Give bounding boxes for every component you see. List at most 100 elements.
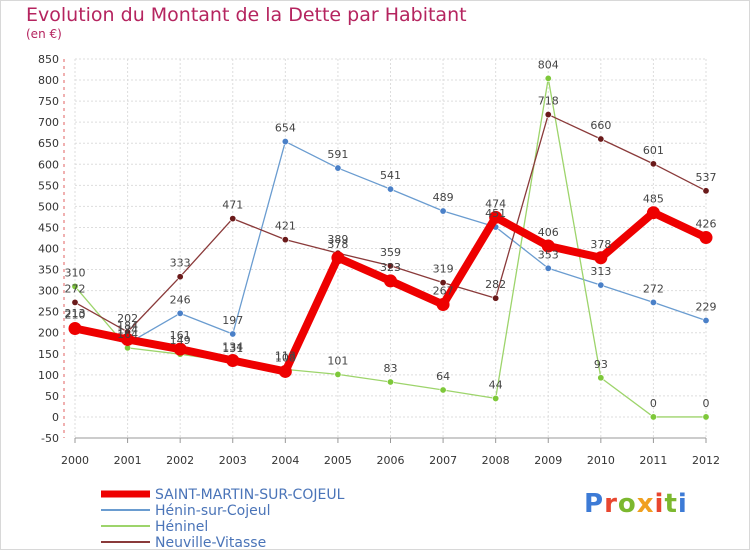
x-tick-label: 2006 — [377, 454, 405, 467]
data-point-heninel — [71, 282, 79, 290]
y-tick-label: 650 — [38, 137, 59, 150]
data-point-henin-sur-cojeul — [702, 317, 710, 325]
data-point-henin-sur-cojeul — [281, 138, 289, 146]
data-point-neuville-vitasse — [71, 298, 79, 306]
data-point-henin-sur-cojeul — [334, 164, 342, 172]
data-label: 83 — [384, 362, 398, 375]
data-label: 471 — [222, 199, 243, 212]
logo-letter: t — [664, 489, 678, 519]
data-point-neuville-vitasse — [386, 262, 394, 270]
data-label: 378 — [327, 238, 348, 251]
data-point-saint-martin-sur-cojeul — [173, 342, 187, 356]
x-tick-label: 2008 — [482, 454, 510, 467]
data-label: 246 — [170, 293, 191, 306]
data-point-heninel — [492, 394, 500, 402]
x-tick-label: 2011 — [639, 454, 667, 467]
data-point-heninel — [386, 378, 394, 386]
legend-entry: Neuville-Vitasse — [155, 535, 266, 550]
data-label: 485 — [643, 193, 664, 206]
data-label: 406 — [538, 226, 559, 239]
data-label: 323 — [380, 261, 401, 274]
legend: SAINT-MARTIN-SUR-COJEULHénin-sur-CojeulH… — [101, 487, 345, 550]
data-point-saint-martin-sur-cojeul — [541, 239, 555, 253]
logo-letter: i — [654, 489, 665, 519]
data-label: 333 — [170, 257, 191, 270]
data-label: 184 — [117, 319, 138, 332]
data-label: 426 — [696, 218, 717, 231]
y-tick-label: 450 — [38, 221, 59, 234]
data-point-neuville-vitasse — [492, 294, 500, 302]
x-tick-label: 2010 — [587, 454, 615, 467]
data-label: 197 — [222, 314, 243, 327]
y-tick-label: 200 — [38, 327, 59, 340]
data-label: 389 — [327, 233, 348, 246]
data-point-neuville-vitasse — [229, 215, 237, 223]
data-label: 451 — [485, 207, 506, 220]
data-point-henin-sur-cojeul — [176, 309, 184, 317]
data-point-neuville-vitasse — [439, 279, 447, 287]
data-point-saint-martin-sur-cojeul — [384, 274, 397, 288]
data-label: 537 — [696, 171, 717, 184]
data-label: 378 — [590, 238, 611, 251]
data-label: 660 — [590, 119, 611, 132]
x-tick-label: 2003 — [219, 454, 247, 467]
y-tick-label: 50 — [45, 390, 59, 403]
data-point-saint-martin-sur-cojeul — [331, 251, 345, 265]
y-tick-label: 550 — [38, 179, 59, 192]
data-label: 267 — [433, 285, 454, 298]
data-point-henin-sur-cojeul — [439, 207, 447, 215]
data-point-neuville-vitasse — [649, 160, 657, 168]
data-point-henin-sur-cojeul — [229, 330, 237, 338]
data-label: 113 — [275, 349, 296, 362]
data-label: 421 — [275, 220, 296, 233]
logo-letter: x — [636, 489, 655, 519]
x-tick-label: 2012 — [692, 454, 720, 467]
y-tick-label: 500 — [38, 200, 59, 213]
data-label: 174 — [117, 324, 138, 337]
y-tick-label: 850 — [38, 53, 59, 66]
data-point-heninel — [649, 413, 657, 421]
data-label: 101 — [327, 354, 348, 367]
data-label: 161 — [170, 329, 191, 342]
data-point-heninel — [544, 74, 552, 82]
logo-letter: r — [604, 489, 618, 519]
x-tick-label: 2007 — [429, 454, 457, 467]
y-tick-label: 150 — [38, 348, 59, 361]
data-label: 44 — [489, 378, 503, 391]
data-label: 210 — [65, 309, 86, 322]
y-tick-label: 0 — [52, 411, 59, 424]
x-tick-label: 2004 — [271, 454, 299, 467]
data-label: 0 — [703, 397, 710, 410]
data-label: 229 — [696, 301, 717, 314]
data-point-saint-martin-sur-cojeul — [278, 364, 292, 378]
legend-entry: SAINT-MARTIN-SUR-COJEUL — [155, 487, 345, 503]
data-point-saint-martin-sur-cojeul — [699, 231, 713, 245]
data-point-saint-martin-sur-cojeul — [68, 322, 82, 336]
data-point-saint-martin-sur-cojeul — [121, 332, 135, 346]
data-point-neuville-vitasse — [281, 236, 289, 244]
data-label: 359 — [380, 246, 401, 259]
data-label: 319 — [433, 263, 454, 276]
data-label: 213 — [65, 307, 86, 320]
data-point-henin-sur-cojeul — [386, 185, 394, 193]
logo-letter: i — [677, 489, 688, 519]
data-label: 591 — [327, 148, 348, 161]
data-point-saint-martin-sur-cojeul — [594, 251, 608, 265]
y-tick-label: 300 — [38, 285, 59, 298]
data-label: 134 — [222, 341, 243, 354]
data-point-saint-martin-sur-cojeul — [226, 354, 240, 368]
y-tick-label: 700 — [38, 116, 59, 129]
data-point-neuville-vitasse — [176, 273, 184, 281]
x-tick-label: 2005 — [324, 454, 352, 467]
y-tick-label: 800 — [38, 74, 59, 87]
data-point-saint-martin-sur-cojeul — [436, 298, 450, 312]
data-point-henin-sur-cojeul — [544, 264, 552, 272]
grid-lines — [74, 58, 707, 439]
data-point-saint-martin-sur-cojeul — [646, 206, 660, 220]
chart-title: Evolution du Montant de la Dette par Hab… — [26, 4, 467, 26]
x-tick-label: 2002 — [166, 454, 194, 467]
data-label: 93 — [594, 358, 608, 371]
data-label: 64 — [436, 370, 450, 383]
y-tick-label: 350 — [38, 264, 59, 277]
proxiti-logo: Proxiti — [584, 489, 688, 519]
